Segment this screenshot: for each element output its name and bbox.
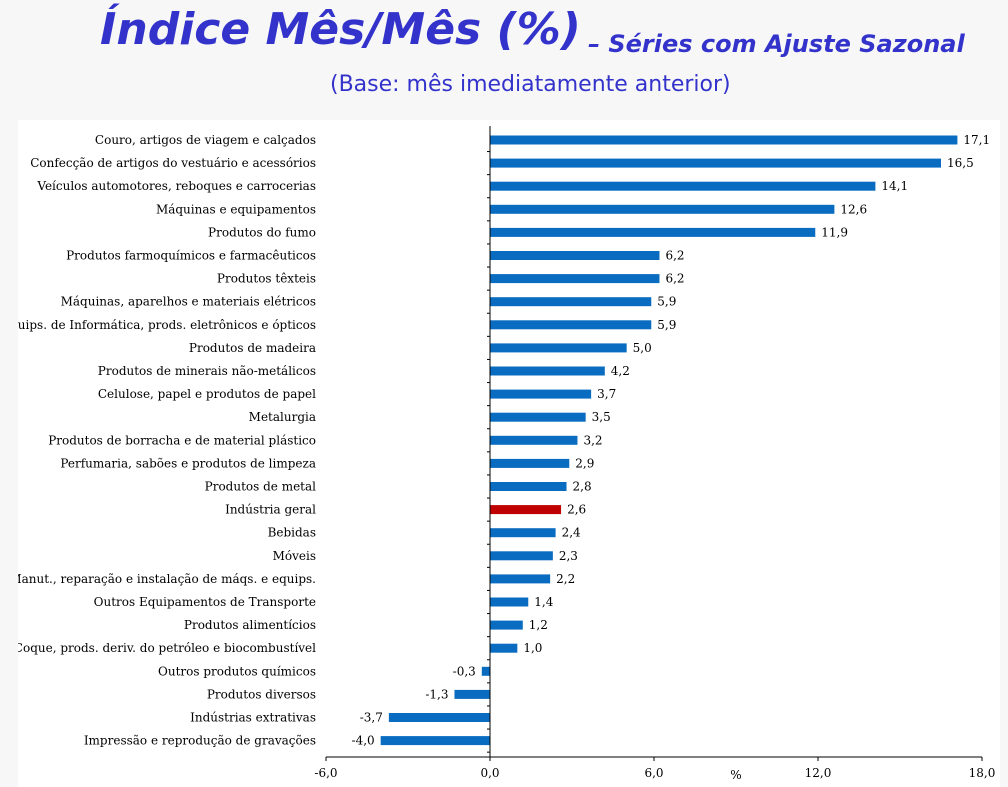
bar (490, 366, 605, 376)
value-label: 3,5 (592, 410, 611, 424)
category-label: Indústrias extrativas (190, 711, 316, 725)
bar (490, 458, 570, 468)
x-tick-label: -6,0 (314, 766, 337, 780)
value-label: 4,2 (611, 364, 630, 378)
value-label: 2,6 (567, 503, 586, 517)
category-label: Coque, prods. deriv. do petróleo e bioco… (18, 641, 316, 655)
value-label: 2,3 (559, 549, 578, 563)
value-label: 1,2 (529, 618, 548, 632)
category-label: Máquinas, aparelhos e materiais elétrico… (61, 295, 316, 309)
value-label: 1,0 (523, 641, 542, 655)
bar-chart: Couro, artigos de viagem e calçados 17,1 C… (18, 126, 996, 782)
category-label: Veículos automotores, reboques e carroce… (36, 179, 316, 193)
x-tick-label: 18,0 (969, 766, 996, 780)
category-label: Móveis (273, 549, 316, 563)
bar (490, 412, 586, 422)
value-label: 11,9 (821, 225, 848, 239)
bar (380, 736, 490, 746)
value-label: 17,1 (963, 133, 990, 147)
category-label: Bebidas (268, 526, 316, 540)
bar (388, 713, 490, 722)
category-label: Produtos de minerais não-metálicos (98, 364, 316, 378)
category-label: Indústria geral (225, 503, 316, 517)
category-label: Perfumaria, sabões e produtos de limpeza (60, 456, 316, 470)
value-label: 2,2 (556, 572, 575, 586)
value-label: 6,2 (665, 272, 684, 286)
category-label: Celulose, papel e produtos de papel (98, 387, 316, 401)
category-label: Impressão e reprodução de gravações (84, 734, 316, 748)
chart-subtitle: (Base: mês imediatamente anterior) (330, 72, 731, 97)
category-label: Couro, artigos de viagem e calçados (95, 133, 316, 147)
bar (490, 620, 523, 630)
value-label: 2,8 (573, 480, 592, 494)
value-label: -3,7 (360, 711, 383, 725)
bar (481, 666, 490, 676)
chart-title: Índice Mês/Mês (%) (100, 4, 581, 55)
x-axis-label: % (730, 768, 741, 782)
category-label: Produtos de metal (205, 480, 317, 494)
bar (490, 574, 551, 584)
chart-area: Couro, artigos de viagem e calçados 17,1 C… (18, 120, 1000, 787)
bar (454, 689, 490, 699)
title-row: Índice Mês/Mês (%) – Séries com Ajuste S… (0, 0, 1008, 70)
category-label: Produtos têxteis (217, 272, 316, 286)
bar (490, 551, 553, 561)
bar (490, 643, 518, 653)
value-label: 5,9 (657, 318, 676, 332)
value-label: 3,2 (583, 433, 602, 447)
bar (490, 343, 627, 353)
category-label: Manut., reparação e instalação de máqs. … (18, 572, 316, 586)
x-tick-label: 0,0 (480, 766, 499, 780)
bar (490, 505, 562, 515)
value-label: 14,1 (881, 179, 908, 193)
chart-title-suffix: – Séries com Ajuste Sazonal (588, 30, 965, 58)
value-label: -0,3 (453, 664, 476, 678)
bar (490, 158, 941, 168)
bar (490, 482, 567, 491)
bar (490, 181, 876, 191)
category-label: Produtos do fumo (208, 225, 316, 239)
value-label: 1,4 (534, 595, 553, 609)
bar (490, 204, 835, 214)
category-label: Confecção de artigos do vestuário e aces… (30, 156, 316, 170)
value-label: 2,9 (575, 456, 594, 470)
value-label: -4,0 (352, 734, 375, 748)
bar (490, 389, 592, 399)
bar (490, 135, 958, 145)
bar (490, 227, 816, 237)
value-label: 5,0 (633, 341, 652, 355)
category-label: Metalurgia (249, 410, 316, 424)
x-tick-label: 6,0 (644, 766, 663, 780)
value-label: 6,2 (665, 249, 684, 263)
category-label: Produtos farmoquímicos e farmacêuticos (66, 249, 316, 263)
category-label: Produtos diversos (207, 687, 316, 701)
category-label: Produtos de madeira (189, 341, 316, 355)
bar (490, 274, 660, 284)
bar (490, 528, 556, 538)
x-tick-label: 12,0 (805, 766, 832, 780)
bar (490, 597, 529, 607)
bar (490, 297, 652, 307)
value-label: 12,6 (840, 202, 867, 216)
value-label: -1,3 (425, 687, 448, 701)
category-label: Outros Equipamentos de Transporte (94, 595, 316, 609)
category-label: Máquinas e equipamentos (156, 202, 316, 216)
bar (490, 251, 660, 260)
category-label: Equips. de Informática, prods. eletrônic… (18, 318, 316, 332)
bar (490, 320, 652, 330)
category-label: Produtos de borracha e de material plást… (48, 433, 316, 447)
value-label: 2,4 (562, 526, 581, 540)
category-label: Outros produtos químicos (158, 664, 316, 678)
bar (490, 435, 578, 445)
value-label: 3,7 (597, 387, 616, 401)
value-label: 5,9 (657, 295, 676, 309)
category-label: Produtos alimentícios (184, 618, 316, 632)
value-label: 16,5 (947, 156, 974, 170)
